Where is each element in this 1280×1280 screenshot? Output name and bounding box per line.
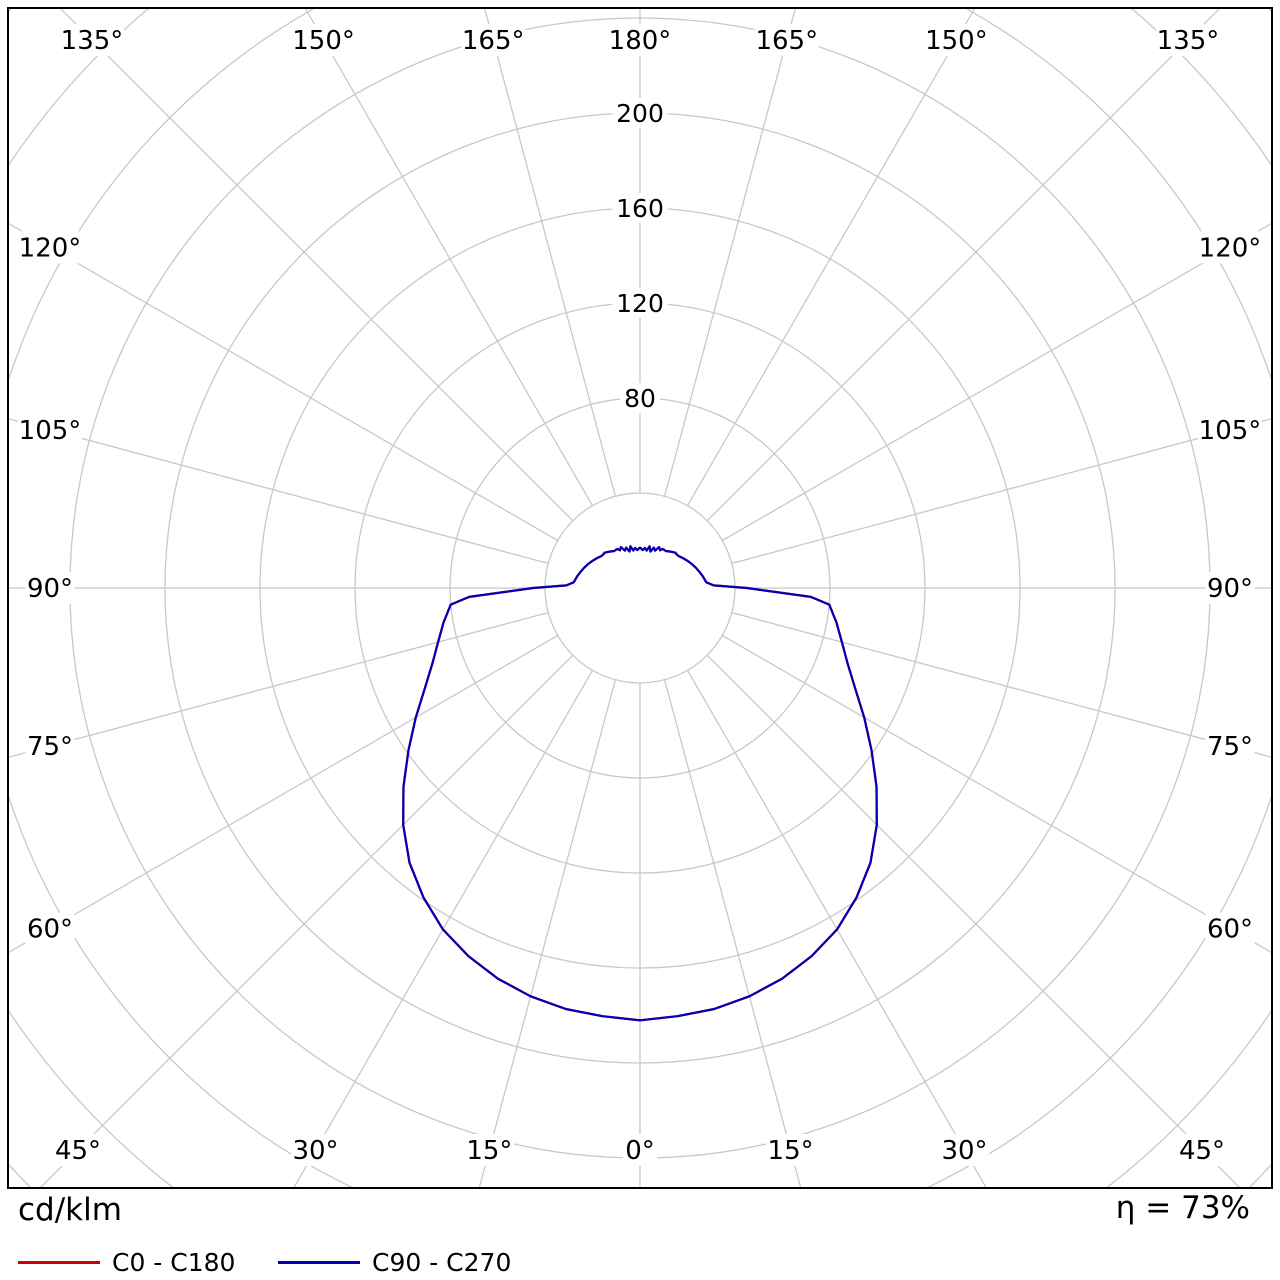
angle-label-bg [1205, 912, 1255, 945]
angle-label: 45° [55, 1136, 101, 1166]
angle-label-bg [291, 24, 356, 56]
radius-tick-label: 200 [616, 99, 664, 128]
angle-label: 135° [61, 26, 124, 56]
angle-label: 105° [19, 416, 82, 446]
grid-radial [59, 8, 574, 522]
angle-label: 60° [27, 915, 73, 945]
angle-label-bg [461, 24, 526, 56]
grid-radial [8, 417, 549, 565]
grid-radial [292, 669, 594, 1188]
efficiency-value: η = 73% [1115, 1190, 1250, 1226]
grid-radial [304, 8, 594, 507]
angle-label-bg [754, 24, 819, 56]
radius-tick-label: 160 [616, 194, 664, 223]
angle-label-bg [623, 1134, 657, 1166]
angle-label: 60° [1207, 915, 1253, 945]
angle-label-bg [53, 1134, 103, 1166]
grid-radial [731, 417, 1272, 565]
series-curve-c90-c270 [402, 545, 878, 1022]
angle-label-bg [1205, 730, 1255, 763]
angle-label: 135° [1157, 26, 1220, 56]
angle-label: 165° [755, 26, 818, 56]
angle-label-bg [940, 1134, 989, 1166]
angle-label-bg [1198, 413, 1262, 446]
radius-tick-labels: 80 120 160 200 [612, 98, 668, 413]
angle-label: 165° [462, 26, 525, 56]
angle-label: 120° [19, 233, 82, 263]
angle-label: 15° [768, 1136, 814, 1166]
grid-radial [8, 222, 559, 542]
angle-label: 15° [466, 1136, 512, 1166]
angle-label-bg [60, 24, 124, 56]
angle-label: 105° [1199, 416, 1262, 446]
angle-label-bg [924, 24, 989, 56]
radius-tick-bg [620, 383, 660, 413]
grid-radial [483, 8, 617, 497]
radius-tick-bg [612, 193, 668, 223]
angle-label: 90° [1207, 574, 1253, 604]
angle-label: 75° [1207, 732, 1253, 762]
grid-radial [686, 8, 976, 507]
grid-radial [8, 611, 549, 759]
angle-label-bg [766, 1134, 816, 1166]
grid-radial [686, 669, 988, 1188]
angle-label: 45° [1179, 1136, 1225, 1166]
angle-label: 0° [625, 1136, 655, 1166]
angle-label-bg [1205, 572, 1255, 604]
angle-labels: 0° 15° 15° 30° 30° 45° 45° 60° 60° 75° 75° 90° 90° 10… [18, 24, 1262, 1166]
angle-label-bg [1177, 1134, 1227, 1166]
polar-photometric-chart: 0° 15° 15° 30° 30° 45° 45° 60° 60° 75° 75° 90° 90° 10… [7, 7, 1273, 1189]
radius-tick-bg [612, 288, 668, 318]
angle-label: 90° [27, 574, 73, 604]
legend-item-c0-c180: C0 - C180 [18, 1248, 235, 1277]
radius-tick-label: 80 [624, 384, 656, 413]
angle-label-bg [18, 413, 82, 446]
angle-label: 30° [292, 1136, 338, 1166]
grid-radial [731, 611, 1272, 759]
angle-label-bg [608, 24, 672, 56]
angle-label: 120° [1199, 233, 1262, 263]
units-label: cd/klm [18, 1192, 122, 1228]
angle-label: 150° [292, 26, 355, 56]
angle-label-bg [18, 231, 82, 264]
legend-line-c0-c180-swatch [18, 1261, 100, 1264]
angle-label-bg [1198, 231, 1262, 264]
radius-tick-bg [612, 98, 668, 128]
grid-radial [706, 8, 1221, 522]
grid-radial [478, 679, 617, 1188]
legend-label-c90-c270: C90 - C270 [372, 1248, 512, 1277]
angle-label-bg [464, 1134, 514, 1166]
legend-item-c90-c270: C90 - C270 [278, 1248, 511, 1277]
grid-radial [663, 679, 802, 1188]
series-group [402, 545, 878, 1022]
radius-tick-label: 120 [616, 289, 664, 318]
angle-label: 75° [27, 732, 73, 762]
grid-radial [8, 634, 559, 954]
grid-radial [663, 8, 797, 497]
chart-footer: cd/klm η = 73% C0 - C180 C90 - C270 [0, 1190, 1280, 1280]
angle-label: 30° [941, 1136, 987, 1166]
angle-label-bg [25, 730, 75, 763]
legend-label-c0-c180: C0 - C180 [112, 1248, 236, 1277]
angle-label-bg [25, 912, 75, 945]
angle-label-bg [1156, 24, 1220, 56]
angle-label-bg [291, 1134, 340, 1166]
chart-frame [7, 7, 1273, 1189]
angle-label-bg [25, 572, 75, 604]
polar-grid-canvas: 0° 15° 15° 30° 30° 45° 45° 60° 60° 75° 75° 90° 90° 10… [7, 7, 1273, 1189]
grid-radial [721, 222, 1272, 542]
angle-label: 180° [609, 26, 672, 56]
grid-radial [721, 634, 1272, 954]
angle-label: 150° [925, 26, 988, 56]
legend-line-c90-c270-swatch [278, 1261, 360, 1264]
